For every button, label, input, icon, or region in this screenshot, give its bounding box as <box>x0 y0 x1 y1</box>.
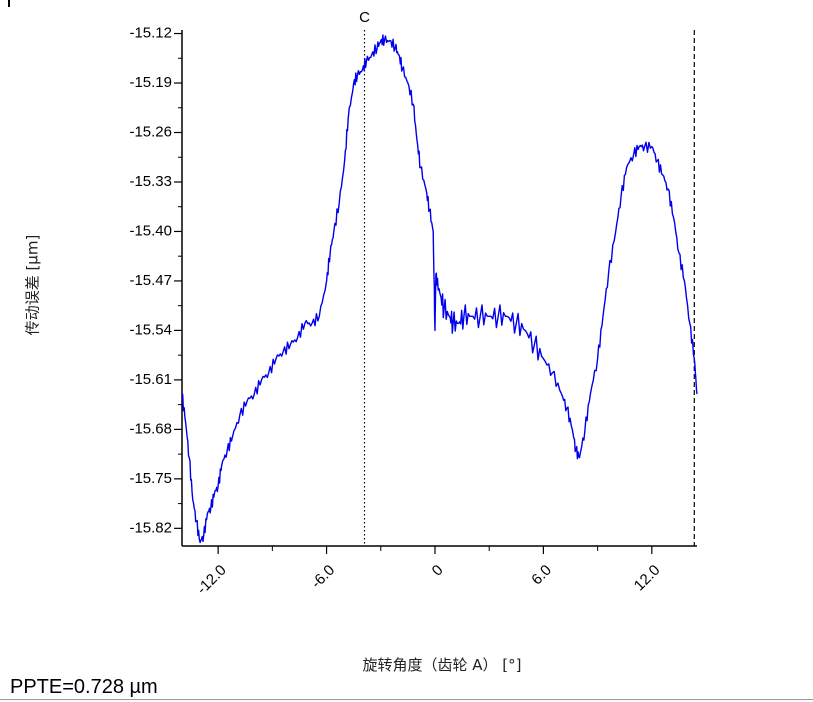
corner-mark <box>8 0 10 7</box>
y-tick-label: -15.26 <box>129 123 172 140</box>
x-tick-label: 6.0 <box>528 562 555 589</box>
series-line <box>181 34 698 544</box>
marker-label: C <box>359 9 370 26</box>
x-tick-label: 0 <box>429 562 447 580</box>
y-tick-label: -15.75 <box>129 470 172 487</box>
y-tick-label: -15.61 <box>129 371 172 388</box>
y-tick-label: -15.19 <box>129 74 172 91</box>
x-tick-label: -12.0 <box>194 562 230 598</box>
y-tick-label: -15.82 <box>129 519 172 536</box>
bottom-rule <box>0 699 813 700</box>
x-tick-label: 12.0 <box>631 562 664 595</box>
y-tick-label: -15.12 <box>129 25 172 42</box>
x-axis-title: 旋转角度（齿轮 A） [°] <box>362 656 521 674</box>
y-tick-label: -15.33 <box>129 173 172 190</box>
y-tick-label: -15.68 <box>129 420 172 437</box>
y-tick-label: -15.54 <box>129 321 172 338</box>
x-tick-label: -6.0 <box>308 562 338 592</box>
y-tick-label: -15.47 <box>129 272 172 289</box>
y-axis-title: 传动误差 [µm] <box>24 235 42 336</box>
y-tick-label: -15.40 <box>129 222 172 239</box>
ppte-readout: PPTE=0.728 µm <box>10 676 158 698</box>
